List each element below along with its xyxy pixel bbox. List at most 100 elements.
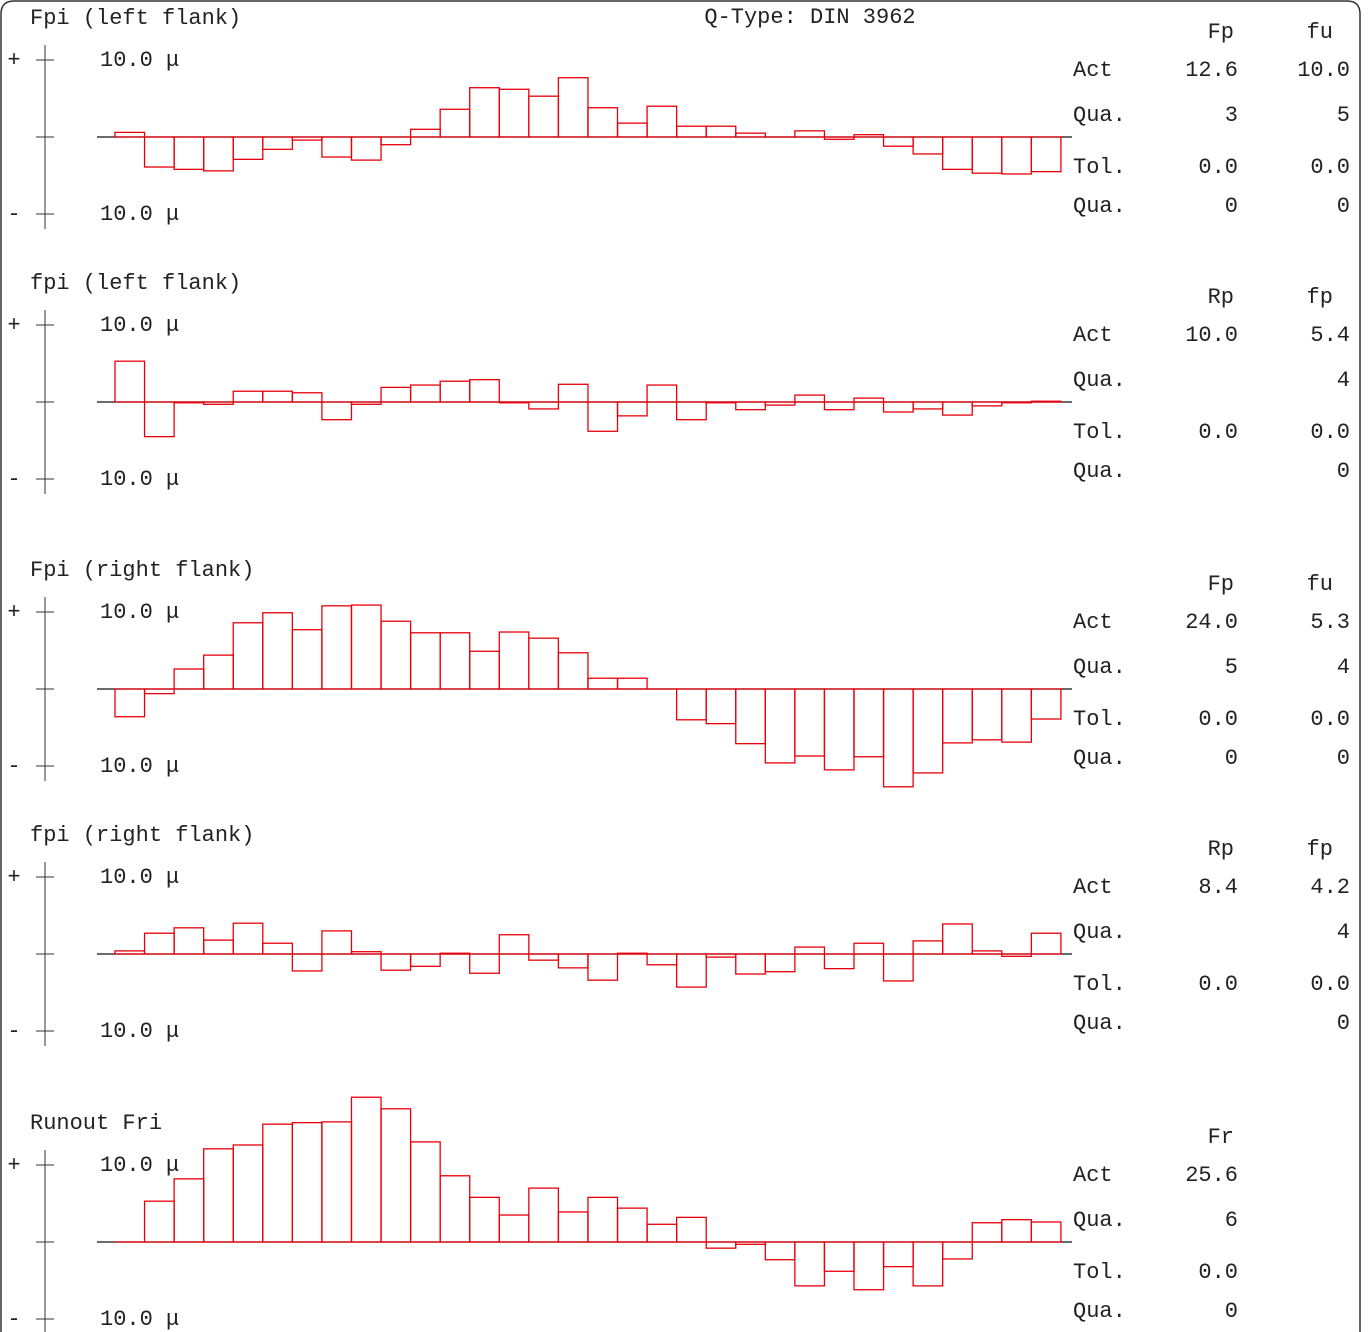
bar (469, 379, 500, 403)
bar (853, 397, 885, 403)
bar (764, 953, 796, 973)
bar (350, 136, 382, 161)
row-label: Tol. (1073, 1260, 1126, 1285)
bar (439, 952, 471, 955)
cell: 6 (1225, 1208, 1238, 1233)
bar (675, 125, 707, 138)
bar (469, 953, 500, 974)
bar (557, 652, 589, 690)
bar (735, 953, 766, 975)
bar (616, 952, 648, 955)
bar (1001, 953, 1033, 957)
bar (380, 386, 412, 403)
bar (1001, 401, 1033, 404)
bar (232, 1144, 264, 1243)
bar (1030, 400, 1062, 403)
bar (143, 932, 175, 955)
bar (705, 953, 737, 958)
cell: 25.6 (1185, 1163, 1238, 1188)
bar (291, 953, 323, 972)
bar (912, 401, 944, 410)
bar (942, 923, 973, 955)
bar (646, 105, 678, 138)
bar (528, 401, 560, 410)
bar (735, 401, 766, 411)
bar (942, 401, 973, 416)
bar (143, 401, 175, 438)
bar (912, 1241, 944, 1287)
bar (705, 1241, 737, 1249)
bar (616, 1207, 648, 1243)
bar (971, 1222, 1003, 1243)
y-tick-label: 10.0 μ (100, 600, 179, 625)
bar (1030, 1221, 1062, 1243)
row-label: Act (1073, 1163, 1113, 1188)
cell: 0.0 (1198, 972, 1238, 997)
tick-sign: - (7, 202, 20, 227)
column-header: fu (1307, 20, 1333, 45)
bar (587, 401, 619, 432)
cell: 4 (1337, 655, 1350, 680)
bar (380, 1108, 412, 1243)
bar (764, 1241, 796, 1261)
bar (114, 131, 146, 138)
bar (350, 401, 382, 405)
bar (675, 688, 707, 721)
chart-title: Fpi (left flank) (30, 6, 241, 31)
bar (764, 688, 796, 764)
row-label: Qua. (1073, 1011, 1126, 1036)
bar (262, 1123, 294, 1243)
bar (735, 132, 766, 138)
tick-sign: + (7, 865, 20, 890)
cell: 0.0 (1310, 155, 1350, 180)
row-label: Qua. (1073, 920, 1126, 945)
bar (528, 953, 560, 961)
chart-title: fpi (left flank) (30, 271, 241, 296)
cell: 0.0 (1310, 420, 1350, 445)
bar (350, 951, 382, 955)
y-tick-label: 10.0 μ (100, 1019, 179, 1044)
cell: 0 (1337, 746, 1350, 771)
row-label: Qua. (1073, 746, 1126, 771)
bar (853, 942, 885, 955)
bar (557, 383, 589, 403)
row-label: Tol. (1073, 972, 1126, 997)
bar (439, 108, 471, 138)
bar (262, 390, 294, 403)
row-label: Act (1073, 58, 1113, 83)
cell: 4 (1337, 920, 1350, 945)
cell: 3 (1225, 103, 1238, 128)
cell: 4 (1337, 368, 1350, 393)
tick-sign: + (7, 600, 20, 625)
y-tick-label: 10.0 μ (100, 467, 179, 492)
bar (971, 688, 1003, 741)
tick-sign: + (7, 1153, 20, 1178)
cell: 0.0 (1198, 155, 1238, 180)
row-label: Qua. (1073, 1299, 1126, 1324)
cell: 0.0 (1310, 972, 1350, 997)
bar (1001, 136, 1033, 175)
cell: 0.0 (1198, 707, 1238, 732)
bar (794, 1241, 826, 1287)
bar (823, 953, 855, 970)
bar (498, 934, 530, 955)
y-tick-label: 10.0 μ (100, 48, 179, 73)
bar (528, 637, 560, 690)
bar (409, 1141, 441, 1243)
cell: 0 (1337, 194, 1350, 219)
tick-sign: + (7, 48, 20, 73)
cell: 24.0 (1185, 610, 1238, 635)
cell: 5.4 (1310, 323, 1350, 348)
bar (912, 688, 944, 774)
row-label: Qua. (1073, 1208, 1126, 1233)
cell: 5.3 (1310, 610, 1350, 635)
bar (705, 688, 737, 725)
bar (557, 77, 589, 138)
bar (1030, 688, 1062, 720)
bar (143, 688, 175, 695)
bar (173, 401, 205, 404)
column-header: Rp (1208, 837, 1234, 862)
bar (942, 1241, 973, 1260)
y-tick-label: 10.0 μ (100, 1307, 179, 1332)
